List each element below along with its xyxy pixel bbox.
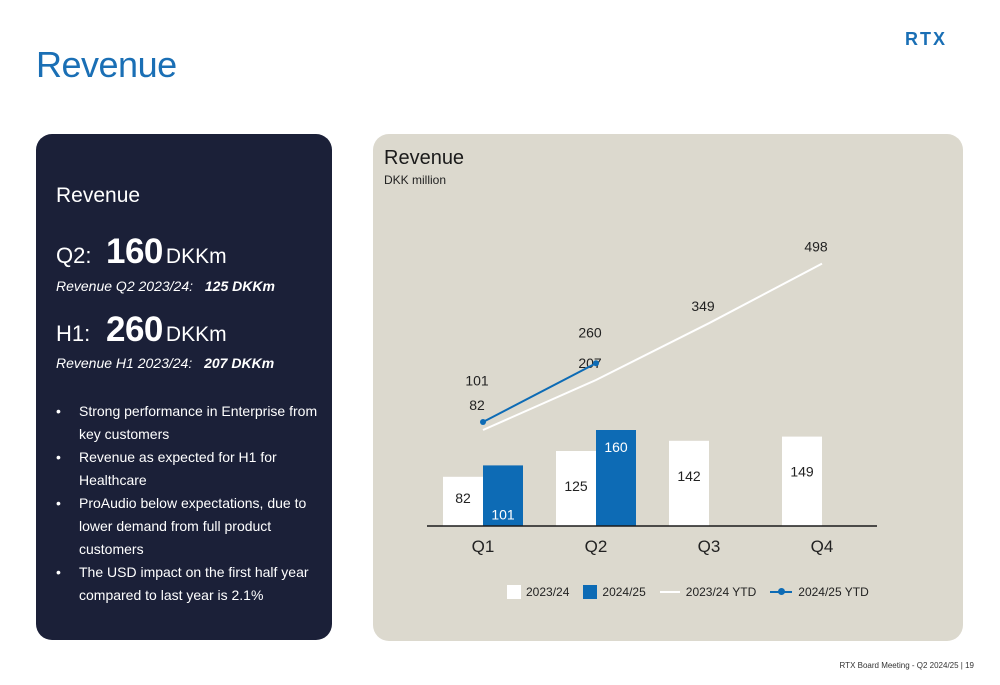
q2-comparison-value: 125 DKKm <box>204 278 275 294</box>
bullet-item: The USD impact on the first half year co… <box>56 561 328 607</box>
bar-2023-24 <box>556 451 596 526</box>
bar-2023-24 <box>782 436 822 526</box>
q2-value: 160 <box>106 232 163 271</box>
bar-2023-24 <box>669 440 709 526</box>
ytd-marker-2024-25 <box>593 360 599 367</box>
legend-item-2023: 2023/24 <box>507 585 569 599</box>
ytd-label-2024-25: 101 <box>465 373 489 389</box>
revenue-chart: 82 101 Q1 125 160 Q2 142 Q3 149 Q4 82 207 349 498 101 2… <box>427 239 877 556</box>
ytd-label-2023-24: 349 <box>691 298 715 314</box>
chart-legend: 2023/24 2024/25 2023/24 YTD 2024/25 YTD <box>507 585 883 599</box>
bullet-item: Strong performance in Enterprise from ke… <box>56 400 328 446</box>
legend-item-2024: 2024/25 <box>583 585 646 599</box>
legend-swatch-2023 <box>507 585 521 599</box>
summary-bullets: Strong performance in Enterprise from ke… <box>56 400 328 607</box>
h1-label: H1: <box>56 321 91 346</box>
bar-2023-24 <box>443 476 483 526</box>
ytd-label-2023-24: 207 <box>578 355 602 371</box>
bullet-item: Revenue as expected for H1 for Healthcar… <box>56 446 328 492</box>
bar-value-label-2023-24: 125 <box>564 478 588 494</box>
legend-swatch-2024-ytd <box>770 588 793 595</box>
bar-value-label-2023-24: 149 <box>790 464 814 480</box>
rtx-logo: RTX <box>905 30 947 46</box>
summary-heading: Revenue <box>56 184 141 207</box>
bar-2024-25 <box>596 430 636 526</box>
ytd-label-2024-25: 260 <box>578 324 602 340</box>
summary-panel: Revenue Q2: 160 DKKm Revenue Q2 2023/24:… <box>36 134 332 640</box>
x-tick-label: Q2 <box>585 537 608 556</box>
legend-item-2024-ytd: 2024/25 YTD <box>770 585 869 599</box>
bar-value-label-2023-24: 82 <box>455 490 471 506</box>
ytd-line-2023-24 <box>482 262 823 431</box>
x-tick-label: Q1 <box>472 537 495 556</box>
bar-value-label-2024-25: 160 <box>604 439 628 455</box>
chart-panel: Revenue DKK million 82 101 Q1 125 160 Q2 142 Q3… <box>373 134 963 641</box>
legend-swatch-2024 <box>583 585 598 599</box>
legend-item-2023-ytd: 2023/24 YTD <box>659 585 757 599</box>
h1-value: 260 <box>106 310 163 349</box>
x-tick-label: Q4 <box>811 537 834 556</box>
chart-title: Revenue <box>384 147 465 169</box>
h1-comparison: Revenue H1 2023/24: 207 DKKm <box>56 355 274 371</box>
chart-subtitle: DKK million <box>384 173 447 187</box>
h1-unit: DKKm <box>165 323 227 346</box>
ytd-marker-2024-25 <box>480 419 486 425</box>
bar-value-label-2023-24: 142 <box>677 468 701 484</box>
ytd-line-2024-25 <box>482 362 597 423</box>
q2-label: Q2: <box>56 243 92 268</box>
page-footer: RTX Board Meeting - Q2 2024/25 | 19 <box>839 661 974 670</box>
h1-kpi: H1: 260 DKKm <box>56 310 227 350</box>
q2-comparison-label: Revenue Q2 2023/24: <box>56 278 193 294</box>
legend-swatch-2023-ytd <box>659 591 680 593</box>
ytd-label-2023-24: 82 <box>469 397 485 413</box>
legend-label: 2023/24 <box>526 585 570 599</box>
q2-kpi: Q2: 160 DKKm <box>56 232 227 272</box>
bar-2024-25 <box>483 465 523 526</box>
bar-value-label-2024-25: 101 <box>491 506 515 522</box>
logo-text: RTX <box>905 30 947 46</box>
q2-comparison: Revenue Q2 2023/24: 125 DKKm <box>56 278 275 294</box>
h1-comparison-value: 207 DKKm <box>204 355 275 371</box>
h1-comparison-label: Revenue H1 2023/24: <box>56 355 193 371</box>
page-title: Revenue <box>36 44 177 85</box>
legend-label: 2024/25 <box>602 585 646 599</box>
legend-label: 2024/25 YTD <box>798 585 869 599</box>
bullet-item: ProAudio below expectations, due to lowe… <box>56 492 328 561</box>
ytd-label-2023-24: 498 <box>804 239 828 255</box>
q2-unit: DKKm <box>165 245 227 268</box>
x-tick-label: Q3 <box>698 537 721 556</box>
legend-label: 2023/24 YTD <box>685 585 757 599</box>
